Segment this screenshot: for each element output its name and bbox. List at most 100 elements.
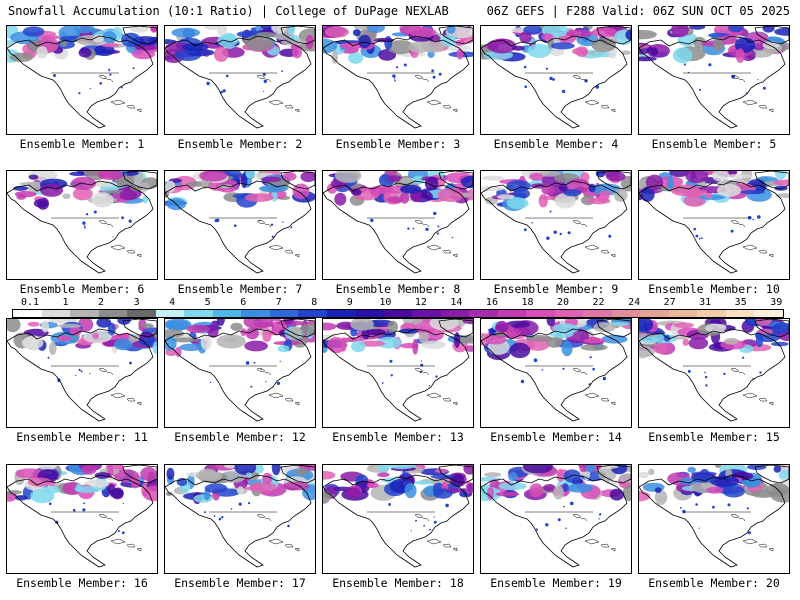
- member-number: 3: [453, 137, 461, 151]
- member-number: 6: [137, 282, 145, 296]
- ensemble-member-map: [164, 318, 316, 428]
- colorbar-swatch: [412, 310, 441, 317]
- colorbar-swatch: [725, 310, 755, 317]
- colorbar-swatch: [326, 310, 356, 317]
- colorbar-tick-label: 39: [770, 297, 783, 308]
- member-label-prefix: Ensemble Member:: [648, 430, 759, 444]
- colorbar-swatch: [640, 310, 669, 317]
- ensemble-member-label: Ensemble Member: 14: [480, 430, 632, 444]
- colorbar-tick-label: 4: [169, 297, 176, 308]
- colorbar-tick-label: 2: [98, 297, 105, 308]
- map-icon: [7, 319, 157, 427]
- member-number: 1: [137, 137, 145, 151]
- member-number: 15: [765, 430, 780, 444]
- colorbar-tick-label: 9: [346, 297, 353, 308]
- map-icon: [165, 26, 315, 134]
- member-label-prefix: Ensemble Member:: [19, 282, 131, 296]
- member-number: 13: [449, 430, 464, 444]
- ensemble-member-map: [164, 25, 316, 135]
- ensemble-member-map: [6, 318, 158, 428]
- colorbar-swatch: [269, 310, 299, 317]
- ensemble-member-map: [164, 464, 316, 574]
- ensemble-member-label: Ensemble Member: 12: [164, 430, 316, 444]
- member-label-prefix: Ensemble Member:: [648, 576, 759, 590]
- ensemble-member-map: [638, 170, 790, 280]
- member-number: 16: [133, 576, 148, 590]
- member-number: 20: [765, 576, 780, 590]
- colorbar-swatch: [469, 310, 498, 317]
- member-number: 4: [611, 137, 619, 151]
- member-label-prefix: Ensemble Member:: [490, 430, 601, 444]
- colorbar-swatch: [184, 310, 213, 317]
- member-label-prefix: Ensemble Member:: [177, 282, 289, 296]
- colorbar-swatch: [668, 310, 698, 317]
- member-number: 2: [295, 137, 303, 151]
- colorbar-swatch: [754, 310, 783, 317]
- colorbar-tick-label: 3: [133, 297, 140, 308]
- ensemble-member-map: [6, 464, 158, 574]
- colorbar-tick-label: 0.1: [20, 297, 40, 308]
- member-number: 8: [453, 282, 461, 296]
- colorbar-tick-label: 24: [628, 297, 641, 308]
- member-label-prefix: Ensemble Member:: [335, 282, 447, 296]
- ensemble-member-label: Ensemble Member: 4: [480, 137, 632, 151]
- colorbar-tick-label: 31: [699, 297, 712, 308]
- colorbar-tick-label: 22: [592, 297, 605, 308]
- snowfall-shading: [481, 26, 631, 94]
- snowfall-shading: [13, 171, 157, 238]
- member-label-prefix: Ensemble Member:: [490, 576, 601, 590]
- member-number: 19: [607, 576, 622, 590]
- colorbar-tick-label: 7: [275, 297, 282, 308]
- ensemble-member-map: [480, 318, 632, 428]
- member-number: 11: [133, 430, 148, 444]
- colorbar-tick-label: 16: [485, 297, 498, 308]
- member-number: 10: [765, 282, 780, 296]
- colorbar-swatch: [13, 310, 42, 317]
- snowfall-shading: [165, 319, 315, 388]
- member-label-prefix: Ensemble Member:: [335, 137, 447, 151]
- ensemble-member-map: [638, 25, 790, 135]
- ensemble-member-map: [638, 318, 790, 428]
- member-label-prefix: Ensemble Member:: [651, 137, 763, 151]
- map-icon: [7, 26, 157, 134]
- ensemble-member-label: Ensemble Member: 9: [480, 282, 632, 296]
- ensemble-member-map: [6, 25, 158, 135]
- colorbar-swatch: [526, 310, 555, 317]
- member-number: 5: [769, 137, 777, 151]
- colorbar-tick-label: 18: [521, 297, 534, 308]
- ensemble-member-map: [322, 170, 474, 280]
- member-label-prefix: Ensemble Member:: [493, 137, 605, 151]
- ensemble-member-map: [6, 170, 158, 280]
- ensemble-member-map: [480, 170, 632, 280]
- map-icon: [323, 465, 473, 573]
- colorbar-swatch: [155, 310, 185, 317]
- map-icon: [323, 171, 473, 279]
- colorbar-swatch: [70, 310, 99, 317]
- map-icon: [7, 171, 157, 279]
- map-icon: [323, 319, 473, 427]
- member-label-prefix: Ensemble Member:: [16, 576, 127, 590]
- colorbar-swatch: [355, 310, 384, 317]
- colorbar-tick-label: 6: [240, 297, 247, 308]
- colorbar-swatch: [611, 310, 641, 317]
- ensemble-member-label: Ensemble Member: 3: [322, 137, 474, 151]
- snowfall-shading: [165, 465, 315, 528]
- ensemble-member-label: Ensemble Member: 18: [322, 576, 474, 590]
- ensemble-member-label: Ensemble Member: 19: [480, 576, 632, 590]
- colorbar-tick-label: 35: [734, 297, 747, 308]
- ensemble-member-label: Ensemble Member: 8: [322, 282, 474, 296]
- colorbar-tick-label: 8: [311, 297, 318, 308]
- snowfall-colorbar: [12, 309, 784, 318]
- map-icon: [639, 26, 789, 134]
- snowfall-shading: [639, 319, 789, 387]
- ensemble-member-map: [322, 25, 474, 135]
- snowfall-shading: [7, 465, 157, 535]
- map-icon: [639, 319, 789, 427]
- colorbar-swatch: [241, 310, 270, 317]
- colorbar-swatch: [98, 310, 128, 317]
- map-icon: [481, 319, 631, 427]
- member-label-prefix: Ensemble Member:: [493, 282, 605, 296]
- colorbar-swatch: [383, 310, 413, 317]
- colorbar-tick-label: 14: [450, 297, 463, 308]
- map-icon: [639, 465, 789, 573]
